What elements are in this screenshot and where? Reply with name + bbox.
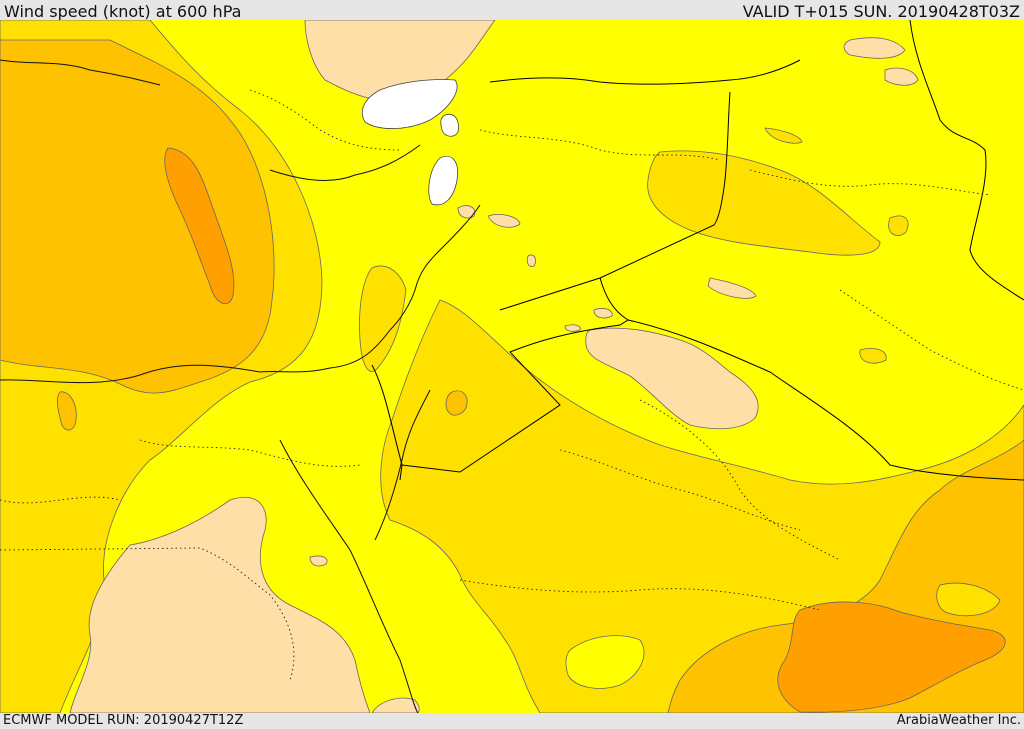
wind-zone-level-3-small xyxy=(56,391,77,431)
calm-patch-south xyxy=(371,697,420,713)
calm-zone-desert xyxy=(585,327,759,430)
wind-zone-level-2-levant xyxy=(359,265,407,372)
calm-zone-southwest xyxy=(69,497,371,713)
calm-patch-1 xyxy=(457,205,476,219)
credit-label: ArabiaWeather Inc. xyxy=(896,713,1021,728)
calm-zone-northeast-2 xyxy=(884,67,919,86)
calm-patch-2 xyxy=(487,214,521,228)
wind-zone-level-2-east-small xyxy=(936,582,1001,617)
calm-patch-5 xyxy=(593,308,613,319)
no-data-area-2 xyxy=(440,113,459,137)
wind-zone-level-1-island xyxy=(565,635,645,689)
model-run-label: ECMWF MODEL RUN: 20190427T12Z xyxy=(3,713,244,728)
valid-time-label: VALID T+015 SUN. 20190428T03Z xyxy=(742,2,1020,21)
province-boundaries xyxy=(0,89,1024,681)
calm-patch-4 xyxy=(707,277,757,299)
calm-patch-southwest xyxy=(309,555,328,567)
country-borders xyxy=(371,20,1024,481)
coastlines xyxy=(0,59,481,713)
wind-zone-level-2-small-2 xyxy=(888,215,909,236)
wind-zone-level-3-west xyxy=(0,39,275,394)
wind-zone-level-2-small-3 xyxy=(859,348,887,364)
wind-zone-level-2-small-1 xyxy=(764,127,803,144)
no-data-area-3 xyxy=(428,155,459,206)
calm-patch-3 xyxy=(526,254,536,267)
calm-zone-northeast xyxy=(843,37,906,59)
no-data-area-1 xyxy=(361,79,458,129)
wind-zone-level-3-jordan xyxy=(445,390,468,416)
wind-zone-level-4-west xyxy=(164,147,235,305)
calm-patch-6 xyxy=(564,324,581,332)
map-title: Wind speed (knot) at 600 hPa xyxy=(4,2,242,21)
wind-zone-level-4-east xyxy=(777,601,1006,713)
wind-speed-map xyxy=(0,20,1024,713)
